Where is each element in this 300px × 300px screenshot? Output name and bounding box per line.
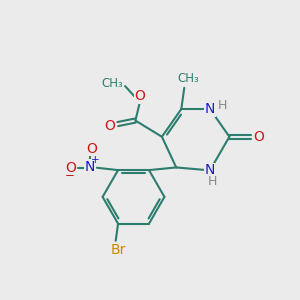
Text: H: H [218, 99, 227, 112]
Text: CH₃: CH₃ [177, 73, 199, 85]
Text: O: O [134, 89, 145, 103]
Text: O: O [86, 142, 97, 156]
Text: N: N [205, 102, 215, 116]
Text: O: O [104, 118, 115, 133]
Text: N: N [84, 160, 95, 174]
Text: H: H [208, 175, 217, 188]
Text: −: − [65, 169, 75, 182]
Text: O: O [254, 130, 264, 144]
Text: CH₃: CH₃ [102, 77, 124, 90]
Text: Br: Br [110, 243, 126, 256]
Text: N: N [205, 164, 215, 177]
Text: O: O [65, 161, 76, 175]
Text: +: + [91, 154, 99, 164]
